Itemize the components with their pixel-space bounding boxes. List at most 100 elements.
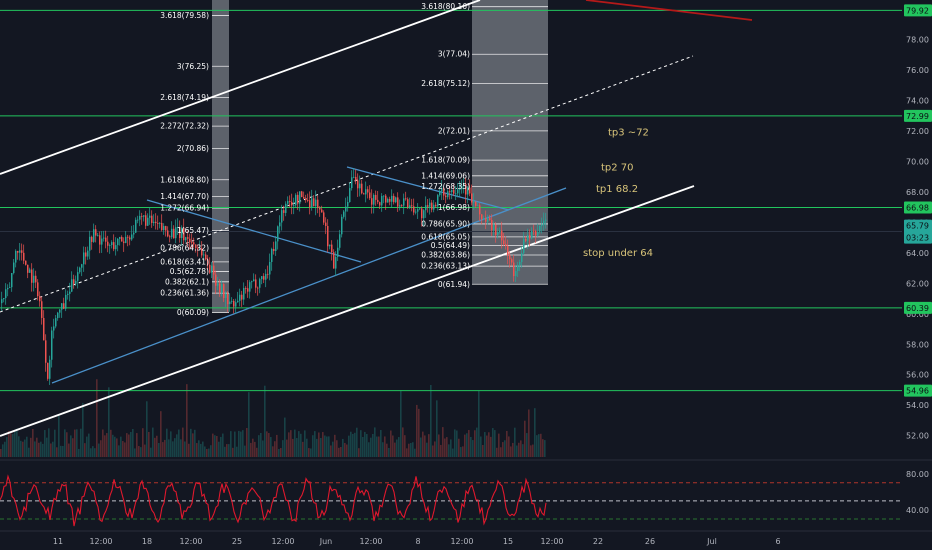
volume-bar bbox=[390, 430, 392, 457]
volume-bar bbox=[418, 408, 420, 457]
candle-body bbox=[267, 273, 269, 275]
volume-bar bbox=[480, 436, 482, 457]
candle-body bbox=[411, 205, 413, 207]
candle-body bbox=[397, 197, 399, 207]
time-tick-label: 25 bbox=[232, 537, 242, 546]
candle-body bbox=[55, 318, 57, 327]
fib-level-label: 3(76.25) bbox=[177, 62, 209, 71]
volume-bar bbox=[164, 439, 166, 457]
volume-bar bbox=[24, 439, 26, 457]
volume-bar bbox=[434, 441, 436, 457]
candle-body bbox=[457, 189, 459, 194]
candle-body bbox=[109, 245, 111, 246]
volume-bar bbox=[462, 446, 464, 457]
candle-body bbox=[541, 224, 543, 226]
volume-bar bbox=[280, 448, 282, 457]
blue-resistance-line[interactable] bbox=[146, 199, 362, 263]
time-axis[interactable]: 11 12:00 18 12:00 25 12:00 Jun 12:00 8 12:00 15 12:… bbox=[0, 530, 932, 546]
candle-body bbox=[103, 237, 105, 239]
candle-body bbox=[171, 228, 173, 238]
candle-body bbox=[493, 224, 495, 231]
candle-body bbox=[287, 201, 289, 204]
volume-bar bbox=[36, 437, 38, 457]
candle-body bbox=[129, 237, 131, 240]
volume-bar bbox=[518, 442, 520, 457]
fib-level-label: 0(60.09) bbox=[177, 308, 209, 317]
trendlines[interactable] bbox=[0, 0, 753, 437]
candle-body bbox=[393, 195, 395, 203]
time-tick-label: 12:00 bbox=[179, 537, 202, 546]
volume-bar bbox=[160, 411, 162, 457]
candle-body bbox=[295, 194, 297, 206]
fib-box bbox=[212, 0, 229, 313]
volume-bar bbox=[78, 448, 80, 457]
volume-bar bbox=[290, 430, 292, 457]
volume-bar bbox=[440, 444, 442, 457]
price-level-badge-label: 54.96 bbox=[906, 387, 929, 396]
candle-body bbox=[13, 262, 15, 273]
candle-body bbox=[427, 205, 429, 207]
candle-body bbox=[439, 191, 441, 196]
candle-body bbox=[467, 187, 469, 195]
volume-bar bbox=[152, 427, 154, 457]
red-trend-line[interactable] bbox=[585, 0, 753, 21]
volume-bar bbox=[82, 402, 84, 457]
price-axis[interactable]: 52.0054.0056.0058.0060.0062.0064.0066.00… bbox=[904, 4, 932, 441]
volume-bar bbox=[306, 438, 308, 457]
price-tick-label: 60.00 bbox=[906, 310, 929, 319]
candle-body bbox=[119, 236, 121, 239]
volume-bar bbox=[142, 428, 144, 457]
candle-body bbox=[415, 211, 417, 213]
volume-bars bbox=[0, 379, 546, 457]
volume-bar bbox=[138, 446, 140, 457]
candle-body bbox=[497, 232, 499, 235]
candle-body bbox=[99, 235, 101, 245]
price-tick-label: 58.00 bbox=[906, 340, 929, 349]
volume-bar bbox=[12, 433, 14, 457]
volume-bar bbox=[116, 438, 118, 457]
candle-body bbox=[407, 199, 409, 208]
candle-body bbox=[241, 294, 243, 300]
volume-bar bbox=[274, 441, 276, 457]
fib-level-label: 1.618(70.09) bbox=[421, 156, 470, 165]
volume-bar bbox=[20, 440, 22, 457]
blue-resistance-line-2[interactable] bbox=[346, 166, 510, 211]
candle-body bbox=[289, 201, 291, 202]
candle-body bbox=[339, 234, 341, 248]
candle-body bbox=[15, 251, 17, 263]
candle-body bbox=[39, 296, 41, 302]
volume-bar bbox=[318, 432, 320, 457]
candle-body bbox=[331, 244, 333, 253]
candle-body bbox=[509, 255, 511, 260]
volume-bar bbox=[48, 428, 50, 457]
candle-body bbox=[231, 300, 233, 302]
volume-bar bbox=[170, 431, 172, 457]
candle-body bbox=[349, 188, 351, 202]
candle-body bbox=[435, 204, 437, 207]
time-tick-label: 12:00 bbox=[359, 537, 382, 546]
blue-support-line[interactable] bbox=[51, 187, 567, 384]
candle-body bbox=[21, 250, 23, 253]
volume-bar bbox=[148, 431, 150, 457]
channel-lower-line[interactable] bbox=[0, 185, 695, 437]
annotations: tp3 ~72 tp2 70 tp1 68.2 stop under 64 bbox=[583, 128, 653, 259]
volume-bar bbox=[72, 438, 74, 457]
candle-body bbox=[175, 227, 177, 239]
volume-bar bbox=[214, 435, 216, 457]
volume-bar bbox=[124, 442, 126, 457]
candle-body bbox=[9, 287, 11, 288]
time-tick-label: 22 bbox=[593, 537, 603, 546]
channel-upper-line[interactable] bbox=[0, 0, 481, 175]
volume-bar bbox=[408, 443, 410, 457]
candle-body bbox=[381, 196, 383, 206]
candle-body bbox=[53, 326, 55, 331]
candle-body bbox=[485, 218, 487, 222]
candle-body bbox=[513, 262, 515, 277]
candle-body bbox=[223, 284, 225, 298]
candle-body bbox=[527, 235, 529, 241]
volume-bar bbox=[488, 432, 490, 457]
candle-body bbox=[523, 238, 525, 254]
volume-bar bbox=[102, 429, 104, 457]
candle-body bbox=[185, 237, 187, 241]
